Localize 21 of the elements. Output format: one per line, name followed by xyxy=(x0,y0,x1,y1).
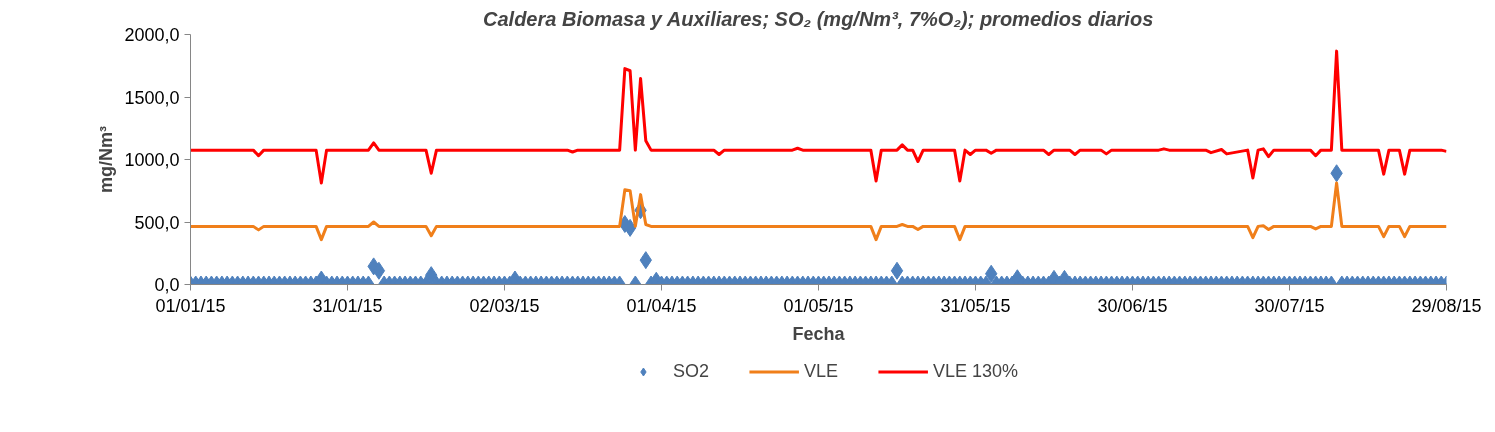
line-series xyxy=(190,49,1447,185)
x-tick-label: 01/04/15 xyxy=(626,295,697,316)
y-tick-label: 2000,0 xyxy=(124,25,180,45)
x-tick-label: 02/03/15 xyxy=(469,295,540,316)
chart-title: Caldera Biomasa y Auxiliares; SO₂ (mg/Nm³, 7%O₂); promedios diarios xyxy=(483,7,1154,30)
x-tick-label: 31/01/15 xyxy=(312,295,383,316)
legend-label: VLE xyxy=(803,360,838,382)
y-tick-label: 1000,0 xyxy=(124,150,180,170)
y-tick-label: 500,0 xyxy=(134,212,180,233)
y-axis-title: mg/Nm³ xyxy=(96,125,117,193)
y-tick-label: 0,0 xyxy=(154,275,180,295)
x-tick-label: 30/07/15 xyxy=(1254,295,1325,316)
x-tick-label: 30/06/15 xyxy=(1097,295,1168,316)
x-tick-label: 31/05/15 xyxy=(940,295,1011,316)
x-tick-label: 01/05/15 xyxy=(783,295,854,316)
x-axis-title: Fecha xyxy=(792,323,846,344)
x-tick-label: 29/08/15 xyxy=(1411,295,1482,316)
x-tick-label: 01/01/15 xyxy=(155,295,226,316)
y-tick-label: 1500,0 xyxy=(124,87,180,108)
legend-label: SO2 xyxy=(672,360,709,382)
legend-label: VLE 130% xyxy=(933,360,1019,382)
